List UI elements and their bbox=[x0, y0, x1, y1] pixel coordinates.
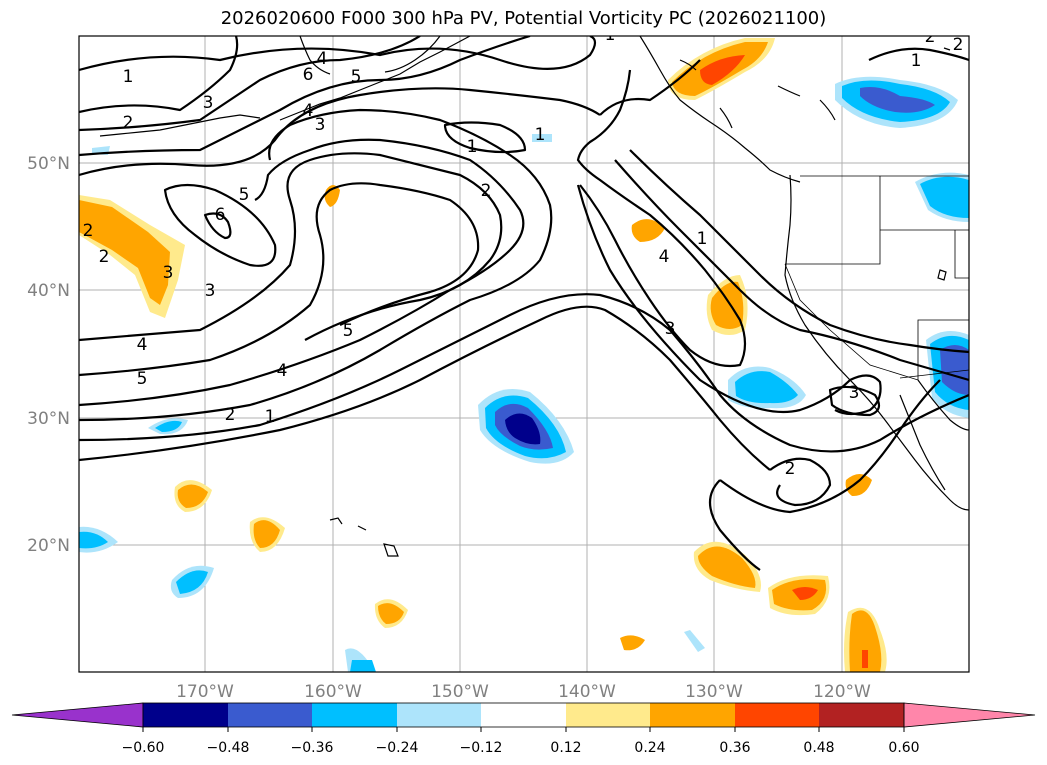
contour-label: 1 bbox=[605, 25, 616, 45]
contour-label: 3 bbox=[315, 115, 326, 135]
contour-label: 3 bbox=[849, 383, 860, 403]
contour-labels: 1 2 3 4 5 6 1 2 3 4 5 6 1 2 1 2 3 4 5 1 … bbox=[83, 25, 964, 479]
longitude-labels: 170°W 160°W 150°W 140°W 130°W 120°W bbox=[176, 682, 871, 702]
contour-label: 3 bbox=[205, 281, 216, 301]
contour-label: 3 bbox=[203, 93, 214, 113]
lon-label: 130°W bbox=[685, 682, 743, 702]
contour-label: 4 bbox=[659, 247, 670, 267]
colorbar-tick-label: 0.36 bbox=[719, 740, 750, 756]
political-borders bbox=[784, 175, 969, 381]
coastlines bbox=[99, 36, 969, 557]
colorbar-tick-label: −0.36 bbox=[291, 740, 334, 756]
contour-label: 2 bbox=[481, 181, 492, 201]
contour-label: 3 bbox=[163, 263, 174, 283]
colorbar-segment bbox=[397, 703, 481, 727]
colorbar-min-extend bbox=[11, 702, 144, 728]
colorbar-segment bbox=[735, 703, 819, 727]
colorbar-tick-label: −0.48 bbox=[207, 740, 250, 756]
colorbar-tick-label: −0.12 bbox=[460, 740, 503, 756]
contour-label: 2 bbox=[953, 35, 964, 55]
contour-label: 1 bbox=[697, 229, 708, 249]
colorbar-tick-label: 0.24 bbox=[634, 740, 665, 756]
contour-label: 2 bbox=[83, 221, 94, 241]
contour-label: 5 bbox=[239, 185, 250, 205]
contour-label: 4 bbox=[303, 101, 314, 121]
contour-label: 2 bbox=[99, 247, 110, 267]
lat-label: 30°N bbox=[27, 409, 70, 429]
colorbar-segment bbox=[143, 703, 228, 727]
contour-label: 2 bbox=[785, 459, 796, 479]
colorbar: −0.60 −0.48 −0.36 −0.24 −0.12 0.12 0.24 … bbox=[11, 702, 1036, 756]
colorbar-max-extend bbox=[903, 702, 1036, 728]
contour-label: 1 bbox=[911, 51, 922, 71]
lon-label: 160°W bbox=[304, 682, 362, 702]
contour-label: 4 bbox=[137, 335, 148, 355]
contour-label: 1 bbox=[535, 125, 546, 145]
colorbar-tick-label: 0.48 bbox=[803, 740, 834, 756]
lon-label: 170°W bbox=[176, 682, 234, 702]
lon-label: 120°W bbox=[813, 682, 871, 702]
colorbar-segment bbox=[650, 703, 735, 727]
contour-label: 5 bbox=[343, 321, 354, 341]
contour-label: 6 bbox=[303, 65, 314, 85]
lat-label: 40°N bbox=[27, 281, 70, 301]
contour-label: 2 bbox=[925, 27, 936, 47]
lat-label: 20°N bbox=[27, 536, 70, 556]
colorbar-segment bbox=[819, 703, 904, 727]
contour-label: 5 bbox=[137, 369, 148, 389]
colorbar-segment bbox=[566, 703, 650, 727]
lon-label: 140°W bbox=[558, 682, 616, 702]
contour-label: 2 bbox=[225, 405, 236, 425]
colorbar-tick-label: 0.60 bbox=[888, 740, 919, 756]
contour-label: 1 bbox=[467, 137, 478, 157]
map-frame bbox=[78, 35, 970, 673]
colorbar-tick-label: −0.60 bbox=[122, 740, 165, 756]
contour-label: 3 bbox=[665, 319, 676, 339]
graticule bbox=[79, 36, 969, 672]
pv-anomaly-fills bbox=[79, 38, 969, 672]
contour-label: 5 bbox=[351, 67, 362, 87]
contour-label: 6 bbox=[215, 205, 226, 225]
contour-label: 4 bbox=[317, 49, 328, 69]
colorbar-ticks: −0.60 −0.48 −0.36 −0.24 −0.12 0.12 0.24 … bbox=[122, 727, 920, 756]
map-title: 2026020600 F000 300 hPa PV, Potential Vo… bbox=[220, 8, 827, 29]
contour-label: 1 bbox=[265, 407, 276, 427]
colorbar-segment bbox=[481, 703, 566, 727]
latitude-labels: 50°N 40°N 30°N 20°N bbox=[27, 154, 70, 556]
contour-label: 1 bbox=[123, 67, 134, 87]
colorbar-segment bbox=[312, 703, 397, 727]
lon-label: 150°W bbox=[431, 682, 489, 702]
contour-label: 4 bbox=[277, 361, 288, 381]
lat-label: 50°N bbox=[27, 154, 70, 174]
contour-label: 2 bbox=[123, 113, 134, 133]
colorbar-tick-label: 0.12 bbox=[550, 740, 581, 756]
pv-contours bbox=[79, 36, 969, 571]
colorbar-tick-label: −0.24 bbox=[376, 740, 419, 756]
colorbar-segment bbox=[228, 703, 312, 727]
